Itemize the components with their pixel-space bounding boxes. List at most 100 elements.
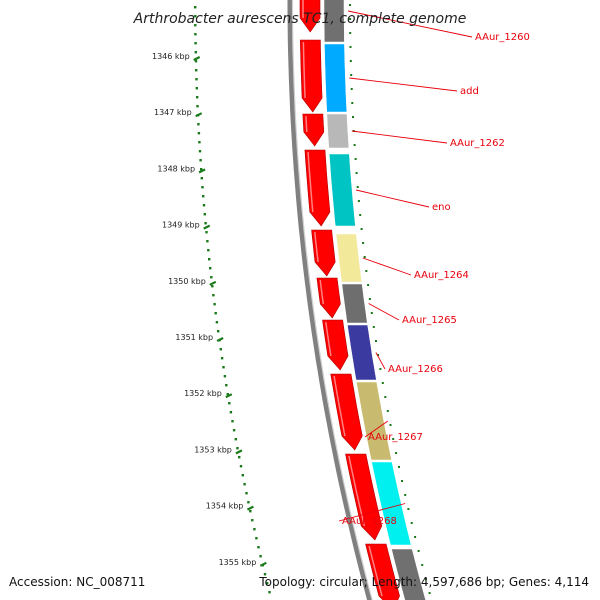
tick-mark xyxy=(259,561,267,567)
inner-track-dot xyxy=(350,88,353,90)
cds-arrow-shine xyxy=(307,151,314,213)
tick-ring-dot xyxy=(232,429,236,432)
backbone-ring xyxy=(287,0,373,600)
gene-label-aaur_1264: AAur_1264 xyxy=(414,270,469,281)
tick-label: 1347 kbp xyxy=(154,108,192,117)
tick-ring-dot xyxy=(234,438,237,441)
tick-mark xyxy=(193,56,201,61)
inner-track-dot xyxy=(379,368,382,370)
tick-ring-dot xyxy=(211,285,214,288)
tick-ring-dot xyxy=(266,582,269,585)
inner-track-dot xyxy=(392,438,395,440)
tick-ring-dot xyxy=(213,303,216,306)
tick-ring-dot xyxy=(205,231,208,234)
tick-track: 1346 kbp 1347 kbp 1348 kbp 1349 kbp 1350 kbp… xyxy=(152,6,271,594)
tick-mark xyxy=(235,449,243,455)
inner-track-dot xyxy=(359,214,362,216)
gene-feature-aaur_1265 xyxy=(341,283,368,324)
tick-label: 1354 kbp xyxy=(206,502,244,511)
cds-arrow xyxy=(302,113,325,147)
gene-leader-line xyxy=(364,420,389,438)
tick-label: 1355 kbp xyxy=(219,558,257,567)
inner-track-dot xyxy=(377,354,380,356)
tick-ring-dot xyxy=(203,213,206,216)
gene-leader-line xyxy=(349,77,458,92)
gene-label-aaur_1267: AAur_1267 xyxy=(368,432,423,443)
tick-ring-dot xyxy=(194,24,197,27)
backbone-outer-line xyxy=(287,0,373,600)
tick-ring-dot xyxy=(263,573,267,576)
gene-label-eno: eno xyxy=(432,202,451,213)
tick-label: 1350 kbp xyxy=(168,277,206,286)
accession-text: Accession: NC_008711 xyxy=(9,575,145,589)
tick-ring-dot xyxy=(198,141,201,144)
tick-ring-dot xyxy=(257,546,260,549)
gene-label-aaur_1268: AAur_1268 xyxy=(342,516,397,527)
inner-track-dot xyxy=(428,592,431,594)
inner-track-dot xyxy=(417,550,420,552)
tick-ring-dot xyxy=(215,321,219,324)
gene-label-aaur_1260: AAur_1260 xyxy=(475,32,530,43)
tick-ring-dot xyxy=(194,60,198,63)
inner-track-dot xyxy=(401,480,403,482)
tick-ring-dot xyxy=(241,474,244,477)
inner-track-dot xyxy=(355,172,358,174)
tick-ring-dot xyxy=(207,249,210,252)
tick-ring-dot xyxy=(194,42,197,45)
tick-ring-dot xyxy=(229,411,233,414)
tick-ring-dot xyxy=(201,186,204,189)
tick-ring-dot xyxy=(204,222,207,225)
tick-label: 1349 kbp xyxy=(162,221,200,230)
tick-ring-dot xyxy=(195,69,198,72)
cds-arrow xyxy=(299,0,321,33)
tick-ring-dot xyxy=(210,276,213,279)
tick-mark xyxy=(195,112,203,118)
tick-ring-dot xyxy=(243,483,246,486)
gene-leader-line xyxy=(338,503,406,522)
cds-arrow-shine xyxy=(368,545,383,597)
gene-leader-line xyxy=(375,352,386,370)
inner-track-dot xyxy=(353,144,356,146)
gene-feature-aaur_1266 xyxy=(347,324,377,381)
tick-label: 1351 kbp xyxy=(175,333,213,342)
tick-mark xyxy=(198,168,206,174)
tick-ring-dot xyxy=(195,78,198,81)
tick-ring-dot xyxy=(214,312,217,315)
gene-leader-line xyxy=(351,130,448,144)
cds-arrow xyxy=(316,277,341,319)
tick-ring-dot xyxy=(253,528,256,531)
inner-track-dot xyxy=(349,18,352,20)
map-title: Arthrobacter aurescens TC1, complete gen… xyxy=(133,11,467,27)
tick-ring-dot xyxy=(217,330,220,333)
tick-ring-dot xyxy=(194,51,197,54)
inner-track-dot xyxy=(424,578,427,580)
tick-ring-dot xyxy=(226,393,229,396)
gene-label-aaur_1265: AAur_1265 xyxy=(402,315,457,326)
cds-arrow-shine xyxy=(348,455,366,527)
tick-ring-dot xyxy=(198,150,202,153)
tick-label: 1346 kbp xyxy=(152,52,190,61)
inner-track-dot xyxy=(349,32,352,34)
tick-ring-dot xyxy=(222,366,225,369)
gene-leader-line xyxy=(368,303,400,321)
tick-ring-dot xyxy=(197,123,200,126)
gene-leader-line xyxy=(362,257,412,276)
tick-ring-dot xyxy=(249,510,252,513)
inner-track-dot xyxy=(384,396,387,398)
inner-track-dot xyxy=(365,270,368,272)
inner-track-dot xyxy=(398,466,400,468)
tick-ring-dot xyxy=(195,87,198,90)
gene-feature-aaur_1260 xyxy=(323,0,345,43)
gene-feature-aaur_1262 xyxy=(326,113,350,149)
tick-ring-dot xyxy=(212,294,215,297)
inner-track-dot xyxy=(363,256,366,258)
tick-ring-dot xyxy=(202,195,205,198)
inner-track-dot xyxy=(414,536,417,538)
inner-track-dot xyxy=(356,186,359,188)
inner-track-dot xyxy=(360,228,363,230)
inner-track-dot xyxy=(386,410,389,412)
gene-label-aaur_1262: AAur_1262 xyxy=(450,138,505,149)
inner-track-dot xyxy=(395,452,398,454)
tick-ring-dot xyxy=(268,591,271,594)
